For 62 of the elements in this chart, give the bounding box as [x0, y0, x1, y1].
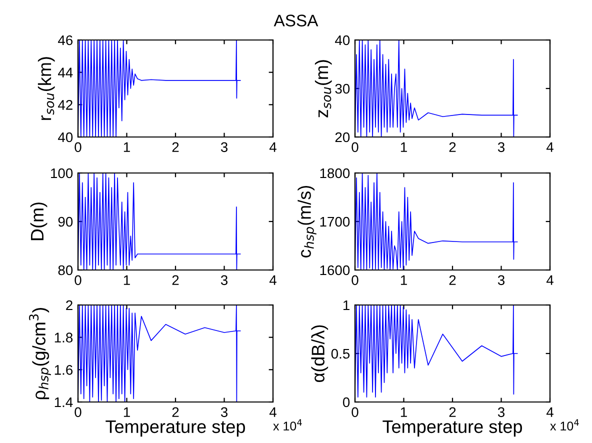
x-tick-label: 2	[449, 275, 456, 285]
y-tick-label: 1.8	[54, 332, 73, 343]
x-tick-label: 4	[269, 407, 276, 417]
y-tick-label: 46	[58, 35, 73, 46]
y-axis-title: z$_{sou}$(m)	[314, 60, 332, 118]
y-axis-title: r$_{sou}$(km)	[38, 57, 55, 120]
x-tick-label: 1	[124, 142, 130, 152]
x-tick-label: 4	[546, 407, 554, 417]
x-tick-label: 3	[220, 275, 228, 286]
y-tick-label: 90	[58, 216, 73, 227]
x-axis-title: Temperature step	[106, 420, 245, 437]
x-tick-label: 3	[220, 407, 228, 418]
text: x 10$^{4}$	[273, 419, 302, 430]
x-tick-label: 1	[400, 407, 407, 417]
x-tick-label: 1	[124, 275, 130, 285]
line-series	[355, 305, 518, 398]
y-tick-label: 42	[58, 100, 72, 110]
y-tick-label: 40	[58, 132, 73, 142]
y-tick-label: 1600	[320, 265, 350, 276]
x-tick-label: 2	[172, 407, 179, 417]
x-tick-label: 3	[498, 142, 504, 152]
x-tick-label: 2	[172, 275, 179, 285]
x-tick-label: 3	[498, 407, 504, 418]
y-tick-label: 20	[335, 132, 350, 142]
x-axis-title: Temperature step	[382, 420, 522, 437]
y-tick-label: 100	[51, 168, 73, 178]
x-tick-label: 1	[124, 407, 130, 417]
y-axis-title: D(m)	[30, 202, 48, 240]
text: x 10$^{4}$	[550, 419, 579, 430]
x-tick-label: 4	[546, 142, 554, 152]
y-tick-label: 0.5	[331, 348, 350, 359]
y-tick-label: 44	[58, 68, 73, 78]
y-tick-label: 1.6	[54, 365, 73, 375]
y-axis-title: c$_{hsp}$(m/s)	[298, 186, 316, 258]
x-tick-label: 0	[352, 275, 358, 286]
y-tick-label: 1	[343, 300, 350, 310]
x-tick-label: 3	[498, 275, 504, 286]
x-tick-label: 0	[352, 407, 358, 418]
y-axis-title: ρ$_{hsp}$(g/cm$^{3}$)	[29, 308, 51, 400]
x-tick-label: 2	[172, 142, 179, 152]
y-tick-label: 2	[66, 300, 72, 310]
y-tick-label: 40	[335, 35, 350, 46]
y-tick-label: 30	[335, 84, 350, 94]
x-tick-label: 0	[74, 275, 82, 286]
y-axis-title: α(dB/λ)	[311, 325, 328, 382]
x-tick-label: 1	[400, 142, 407, 152]
chart-title: ASSA	[274, 14, 318, 26]
x-tick-label: 0	[74, 142, 82, 152]
y-tick-label: 0	[342, 397, 350, 408]
y-tick-label: 1800	[320, 168, 350, 178]
y-tick-label: 1700	[320, 216, 350, 227]
x-tick-label: 0	[352, 142, 358, 152]
y-tick-label: 1.4	[54, 397, 73, 408]
x-tick-label: 4	[269, 142, 276, 152]
x-tick-label: 2	[449, 142, 456, 152]
y-tick-label: 80	[58, 265, 73, 276]
x-tick-label: 1	[400, 275, 407, 285]
x-tick-label: 2	[449, 407, 456, 417]
x-tick-label: 0	[74, 407, 82, 418]
x-tick-label: 4	[269, 275, 276, 285]
x-tick-label: 3	[220, 142, 228, 152]
x-tick-label: 4	[546, 275, 554, 285]
